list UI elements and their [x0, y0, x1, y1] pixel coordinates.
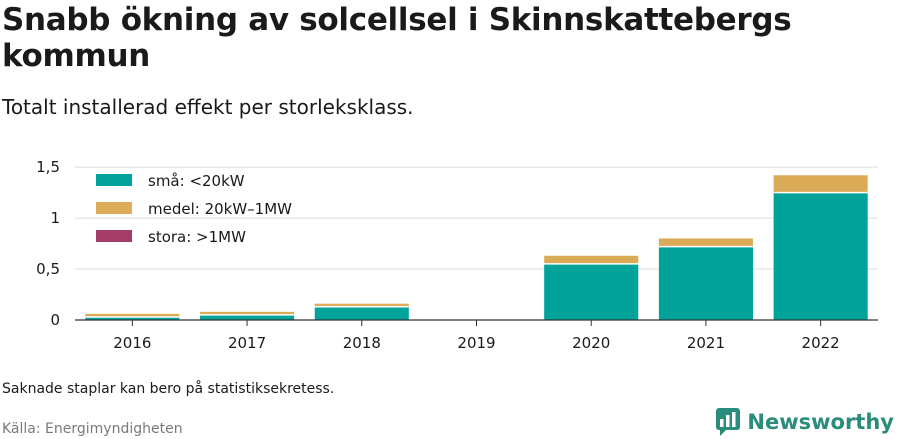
bars: [85, 175, 868, 320]
bar-segment-1: [85, 316, 180, 320]
bar-segment-1: [314, 306, 409, 320]
bar-segment-2: [85, 313, 180, 317]
bar-segment-1: [200, 314, 295, 320]
x-tick-label: 2022: [802, 334, 840, 352]
bar-segment-2: [658, 238, 753, 247]
bar-segment-2: [773, 175, 868, 193]
x-tick-label: 2017: [228, 334, 266, 352]
bar-segment-2: [314, 303, 409, 307]
x-tick-label: 2018: [343, 334, 381, 352]
newsworthy-logo-icon: [716, 408, 741, 436]
legend-swatch: [96, 202, 132, 214]
bar-segment-1: [658, 246, 753, 320]
x-tick-label: 2020: [572, 334, 610, 352]
legend-label: medel: 20kW–1MW: [148, 200, 292, 218]
y-tick-label: 1,5: [36, 158, 60, 176]
legend-swatch: [96, 230, 132, 242]
brand-name: Newsworthy: [747, 410, 894, 434]
chart-title: Snabb ökning av solcellsel i Skinnskatte…: [2, 2, 792, 74]
y-tick-label: 0: [50, 311, 60, 329]
bar-segment-2: [544, 255, 639, 264]
footnote: Saknade staplar kan bero på statistiksek…: [2, 381, 335, 397]
y-tick-label: 0,5: [36, 260, 60, 278]
legend-label: stora: >1MW: [148, 228, 246, 246]
legend: små: <20kW medel: 20kW–1MW stora: >1MW: [96, 172, 292, 246]
x-tick-label: 2019: [457, 334, 495, 352]
chart-subtitle: Totalt installerad effekt per storlekskl…: [2, 95, 414, 119]
legend-label: små: <20kW: [148, 172, 245, 190]
bar-segment-2: [200, 311, 295, 315]
x-tick-label: 2021: [687, 334, 725, 352]
newsworthy-brand: Newsworthy: [715, 406, 894, 438]
source-label: Källa: Energimyndigheten: [2, 421, 183, 437]
legend-swatch: [96, 174, 132, 186]
x-tick-label: 2016: [113, 334, 151, 352]
bar-segment-1: [544, 263, 639, 320]
axes: 0 0,5 1 1,5 2016 2017 2018 2019 2020 2021 2022: [36, 158, 878, 352]
y-tick-label: 1: [50, 209, 60, 227]
stacked-bar-chart: 0 0,5 1 1,5 2016 2017 2018 2019 2020 2021 2022 små…: [36, 158, 878, 352]
bar-segment-1: [773, 192, 868, 320]
